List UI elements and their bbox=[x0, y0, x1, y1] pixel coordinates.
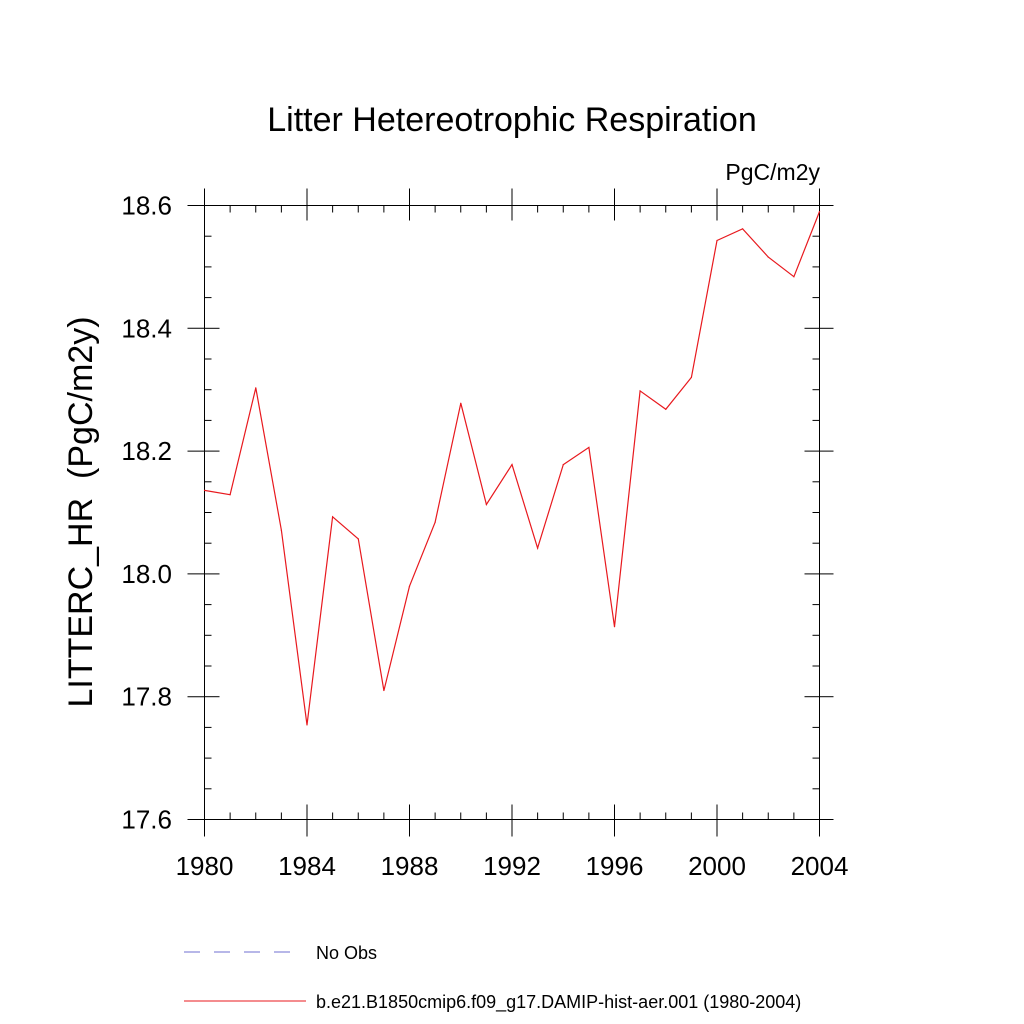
data-point bbox=[639, 390, 641, 392]
data-point bbox=[306, 724, 308, 726]
data-point bbox=[588, 446, 590, 449]
plot-frame bbox=[204, 205, 820, 820]
data-point bbox=[332, 516, 334, 518]
data-point bbox=[460, 402, 462, 404]
x-tick-label: 1988 bbox=[381, 851, 439, 881]
data-point bbox=[511, 464, 513, 466]
y-axis-label: LITTERC_HR (PgC/m2y) bbox=[62, 316, 100, 707]
series-line bbox=[204, 211, 821, 725]
data-point bbox=[562, 464, 564, 466]
y-tick-label: 18.4 bbox=[121, 313, 172, 343]
x-tick-label: 1992 bbox=[483, 851, 541, 881]
y-tick-label: 18.2 bbox=[121, 436, 172, 466]
data-point bbox=[203, 489, 206, 491]
legend: No Obs b.e21.B1850cmip6.f09_g17.DAMIP-his… bbox=[184, 943, 801, 1013]
data-point bbox=[408, 585, 411, 587]
data-point bbox=[665, 408, 667, 410]
axis-ticks bbox=[187, 188, 834, 837]
data-point bbox=[255, 387, 257, 389]
data-point bbox=[229, 494, 231, 496]
x-tick-label: 1996 bbox=[586, 851, 644, 881]
data-point bbox=[434, 521, 436, 523]
data-point bbox=[357, 538, 359, 540]
x-tick-label: 2004 bbox=[791, 851, 849, 881]
data-point bbox=[767, 256, 769, 258]
y-tick-label: 18.6 bbox=[121, 191, 172, 221]
x-tick-label: 1984 bbox=[278, 851, 336, 881]
x-tick-label: 2000 bbox=[688, 851, 746, 881]
data-point bbox=[793, 276, 795, 278]
data-point bbox=[690, 376, 692, 379]
tick-labels: 1980 1984 1988 1992 1996 2000 2004 17.6 17.8 18.0… bbox=[121, 191, 848, 882]
data-point bbox=[485, 503, 487, 506]
data-point bbox=[742, 228, 744, 230]
y-tick-label: 17.6 bbox=[121, 805, 172, 835]
data-point bbox=[716, 239, 718, 242]
legend-label: b.e21.B1850cmip6.f09_g17.DAMIP-hist-aer.… bbox=[316, 992, 801, 1013]
units-label: PgC/m2y bbox=[725, 159, 820, 185]
series-group bbox=[203, 211, 821, 726]
data-point bbox=[818, 211, 821, 213]
chart-title: Litter Hetereotrophic Respiration bbox=[267, 101, 756, 139]
x-tick-label: 1980 bbox=[176, 851, 234, 881]
data-point bbox=[280, 529, 282, 531]
data-point bbox=[537, 547, 539, 549]
data-point bbox=[613, 626, 616, 628]
legend-label: No Obs bbox=[316, 943, 377, 963]
y-tick-label: 17.8 bbox=[121, 682, 172, 712]
data-point bbox=[383, 689, 385, 692]
y-tick-label: 18.0 bbox=[121, 559, 172, 589]
